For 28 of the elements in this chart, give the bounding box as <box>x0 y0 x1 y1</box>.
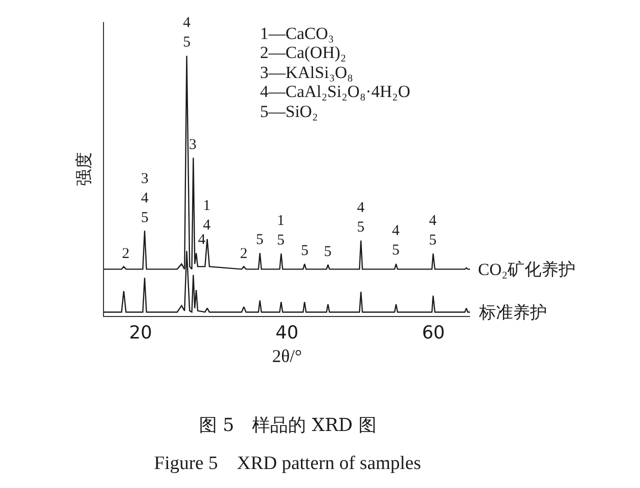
series-label: 标准养护 <box>478 303 547 322</box>
x-axis-title: 2θ/° <box>272 346 302 366</box>
series-label: CO₂矿化养护 <box>478 260 576 279</box>
annotation: 4 5 <box>429 213 437 248</box>
annotation: 4 5 <box>357 200 365 236</box>
x-tick-label: 20 <box>129 322 152 344</box>
annotation: 2 <box>240 246 248 262</box>
annotation: 4 5 <box>183 15 191 50</box>
annotation: 4 <box>198 232 206 248</box>
annotation: 5—SiO₂ <box>260 102 318 121</box>
text: Figure 5 XRD pattern of samples <box>154 453 422 474</box>
annotation: 3 4 5 <box>141 171 149 226</box>
x-tick-label: 40 <box>276 322 298 344</box>
annotation: 1 5 <box>277 213 284 248</box>
annotation: 5 <box>256 232 264 248</box>
x-tick-label: 60 <box>422 322 445 344</box>
text: 图 5 样品的 XRD 图 <box>199 415 376 436</box>
annotation: 3 <box>189 137 196 153</box>
y-axis-title: 强度 <box>74 152 94 186</box>
annotation: 5 <box>301 243 308 259</box>
annotation: 2—Ca(OH)₂ <box>260 43 346 62</box>
annotation: 3—KAlSi₃O₈ <box>260 63 354 82</box>
annotation: 1 4 <box>203 198 211 234</box>
text: 1—CaCO₃ <box>260 24 334 43</box>
annotation: 5 <box>324 244 332 260</box>
annotation: 4—CaAl₂Si₂O₈·4H₂O <box>260 82 410 101</box>
annotation: 4 5 <box>392 223 400 258</box>
annotation: 2 <box>122 246 130 262</box>
